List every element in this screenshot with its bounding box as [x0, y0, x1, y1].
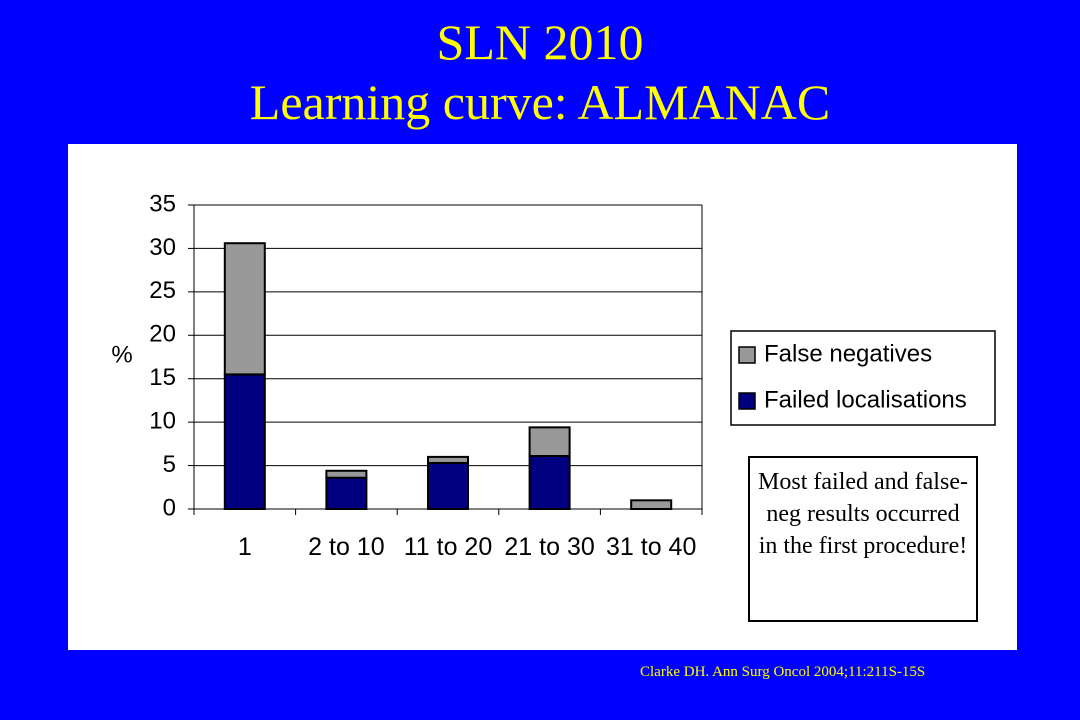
legend-swatch	[738, 392, 756, 410]
legend-swatch	[738, 346, 756, 364]
bar-segment	[528, 426, 571, 458]
y-tick-label: 0	[163, 494, 176, 521]
source: Clarke DH. Ann Surg Oncol 2004;11:211S-1…	[640, 664, 926, 680]
legend-label: Failed localisations	[764, 386, 967, 413]
bar-segment	[325, 476, 368, 510]
bar-segment	[223, 242, 266, 376]
x-tick-label: 11 to 20	[403, 533, 493, 561]
legend-label: False negatives	[764, 340, 932, 367]
slide-title: SLN 2010	[436, 14, 644, 70]
legend-box	[730, 330, 996, 426]
x-tick-label: 21 to 30	[504, 533, 595, 561]
slide-subtitle: Learning curve: ALMANAC	[249, 74, 831, 130]
x-tick-label: 1	[237, 533, 252, 561]
bar-segment	[528, 455, 571, 511]
bar-segment	[427, 455, 469, 464]
x-tick-label: 2 to 10	[308, 533, 385, 561]
y-tick-label: 10	[149, 407, 176, 434]
bar-segment	[630, 499, 673, 511]
y-tick-label: 5	[163, 451, 176, 478]
y-tick-label: 20	[149, 321, 176, 348]
y-tick-label: 35	[149, 190, 176, 217]
bar-segment	[325, 469, 368, 479]
y-tick-label: 25	[149, 277, 176, 304]
y-axis-label: %	[111, 341, 132, 368]
y-tick-label: 30	[149, 234, 176, 261]
x-tick-label: 31 to 40	[606, 533, 697, 561]
y-tick-label: 15	[149, 364, 176, 391]
bar-segment	[427, 461, 469, 511]
bar-segment	[223, 373, 266, 510]
annotation: Most failed and false-neg results occurr…	[748, 456, 978, 622]
